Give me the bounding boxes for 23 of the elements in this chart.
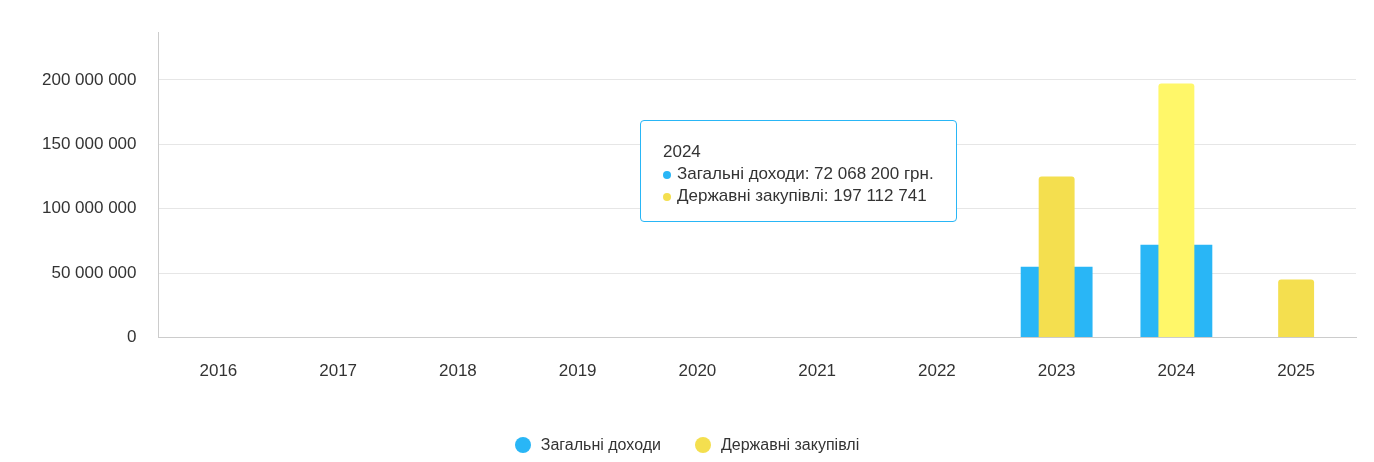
x-tick-label: 2016 (199, 361, 238, 381)
bar (1038, 176, 1075, 338)
legend-label: Загальні доходи (540, 436, 661, 454)
x-tick-label: 2024 (1157, 361, 1196, 381)
x-tick-label: 2021 (798, 361, 837, 381)
x-tick-label: 2017 (319, 361, 358, 381)
annotation: Державні закупівлі: 197 112 741 (677, 186, 927, 205)
x-tick-label: 2020 (678, 361, 717, 381)
legend-label: Державні закупівлі (720, 436, 860, 454)
y-tick-label: 100 000 000 (41, 198, 137, 218)
x-tick-label: 2022 (917, 361, 956, 381)
x-tick-label: 2019 (558, 361, 597, 381)
y-tick-label: 0 (127, 327, 137, 347)
bar (1278, 279, 1315, 338)
x-tick-label: 2025 (1277, 361, 1316, 381)
bar (1158, 83, 1195, 338)
y-tick-label: 150 000 000 (41, 134, 137, 153)
y-tick-label: 200 000 000 (41, 69, 137, 89)
annotation: Загальні доходи: 72 068 200 грн. (677, 164, 934, 183)
x-tick-label: 2018 (438, 361, 477, 381)
annotation: 2024 (663, 142, 701, 161)
x-tick-label: 2023 (1037, 361, 1076, 381)
y-tick-label: 50 000 000 (51, 262, 137, 282)
